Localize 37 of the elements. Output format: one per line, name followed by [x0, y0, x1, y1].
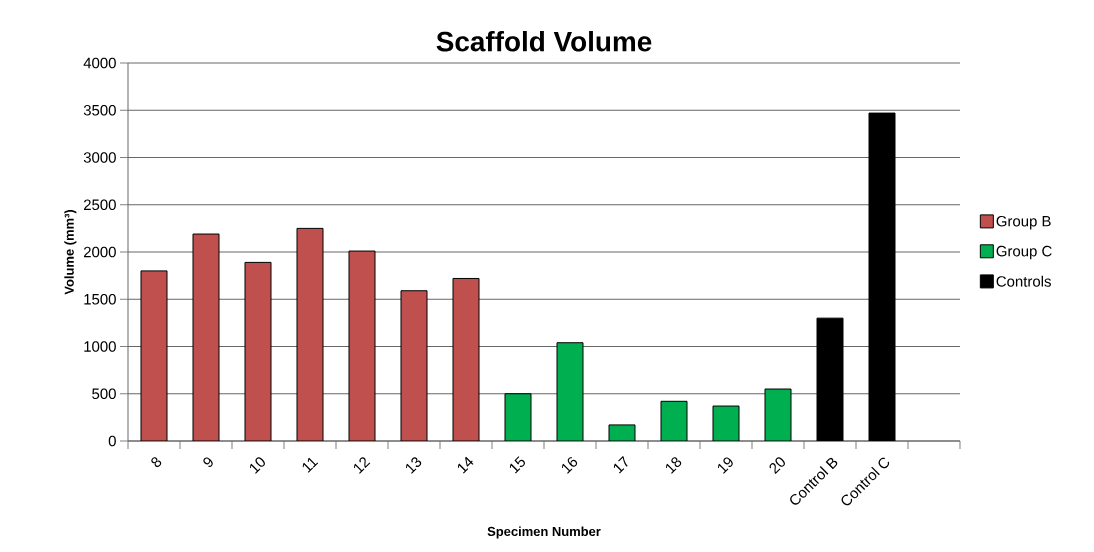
x-tick-label: 9 — [203, 457, 213, 468]
x-tick-label: 18 — [665, 457, 682, 474]
bar — [192, 233, 220, 441]
bar — [348, 250, 376, 441]
x-tick-label: 8 — [151, 457, 162, 468]
bar — [244, 261, 272, 441]
y-tick-label: 4000 — [83, 57, 116, 69]
x-tick-label: 13 — [405, 457, 422, 474]
x-axis-title: Specimen Number — [487, 526, 601, 539]
legend-label: Group B — [996, 215, 1051, 230]
bar — [140, 270, 168, 441]
bar — [452, 277, 480, 441]
x-tick-label: 20 — [769, 457, 785, 474]
y-tick-label: 500 — [92, 388, 116, 400]
y-tick-label: 1500 — [84, 293, 116, 305]
y-tick-label: 2500 — [83, 199, 116, 211]
x-tick-label: 11 — [302, 457, 319, 473]
x-tick-label: 16 — [561, 457, 578, 474]
legend-label: Group C — [996, 245, 1052, 260]
bar — [296, 227, 324, 441]
legend-label: Controls — [996, 275, 1051, 287]
x-tick-label: 19 — [717, 457, 733, 474]
y-tick-label: 0 — [108, 435, 116, 447]
x-tick-label: 12 — [353, 457, 371, 474]
y-axis-title: Volume (mm³) — [64, 209, 77, 295]
y-tick-label: 3000 — [83, 152, 116, 163]
chart-title: Scaffold Volume — [436, 31, 652, 52]
x-tick-label: 14 — [457, 456, 474, 474]
y-tick-label: 2000 — [83, 246, 116, 258]
x-tick-label: 17 — [613, 455, 628, 474]
bar — [400, 290, 428, 441]
y-tick-label: 3500 — [83, 104, 116, 116]
bar — [556, 342, 584, 441]
x-tick-label: 10 — [249, 457, 265, 474]
y-tick-label: 1000 — [84, 341, 116, 352]
x-tick-label: 15 — [509, 456, 525, 474]
bar — [504, 393, 532, 441]
